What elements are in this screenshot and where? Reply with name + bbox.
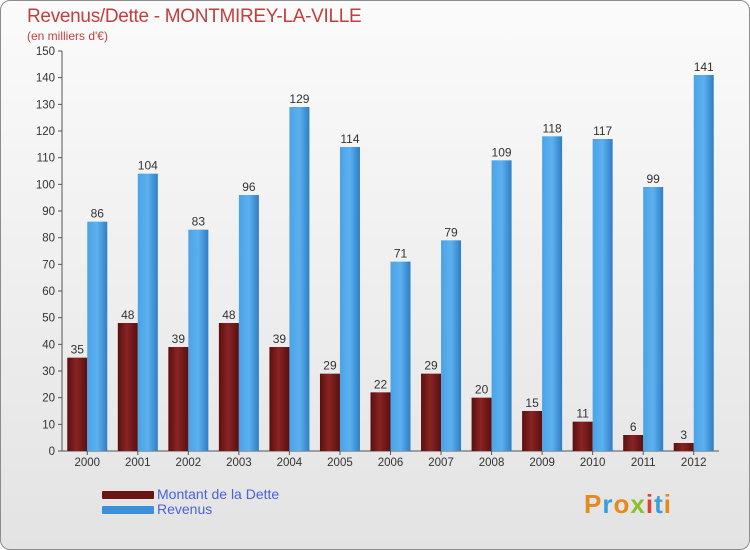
y-tick-label: 90 <box>42 206 55 218</box>
bar-revenue <box>643 187 664 451</box>
bar-revenue <box>137 173 158 451</box>
logo-letter: i <box>645 489 655 519</box>
bar-debt <box>269 347 290 451</box>
logo-letter: t <box>654 489 664 519</box>
x-tick-label: 2004 <box>277 457 303 469</box>
logo-letter: x <box>630 489 646 519</box>
x-tick-label: 2012 <box>681 457 707 469</box>
bar-debt <box>522 411 543 451</box>
value-label-revenue: 118 <box>543 121 562 135</box>
value-labels: 35 86 48 104 39 83 48 96 39 129 29 114 22 71 29 79 20 109… <box>71 60 714 442</box>
bar-revenue <box>238 195 259 451</box>
chart-title: Revenus/Dette - MONTMIREY-LA-VILLE <box>27 6 362 27</box>
x-tick-label: 2005 <box>327 457 353 469</box>
bar-revenue <box>87 221 108 451</box>
x-tick-label: 2009 <box>529 457 555 469</box>
bar-debt <box>572 421 593 451</box>
y-tick-label: 150 <box>36 46 55 58</box>
bar-debt <box>218 323 239 451</box>
y-tick-label: 70 <box>42 259 55 271</box>
value-label-debt: 39 <box>273 332 287 346</box>
value-label-revenue: 83 <box>192 215 206 229</box>
bar-revenue <box>491 160 512 452</box>
value-label-revenue: 96 <box>242 180 256 194</box>
x-tick-label: 2002 <box>176 457 202 469</box>
y-tick-label: 130 <box>36 99 55 111</box>
bar-revenue <box>188 229 209 451</box>
value-label-revenue: 79 <box>444 225 458 239</box>
bar-revenue <box>693 75 714 451</box>
bar-debt <box>421 373 442 451</box>
value-label-revenue: 99 <box>647 172 661 186</box>
value-label-revenue: 104 <box>138 159 158 173</box>
y-tick-label: 60 <box>42 286 55 298</box>
legend-label-revenue: Revenus <box>157 501 213 517</box>
value-label-debt: 48 <box>222 308 236 322</box>
x-tick-label: 2011 <box>631 457 656 469</box>
x-tick-label: 2000 <box>74 457 100 469</box>
value-label-debt: 6 <box>630 420 637 434</box>
y-tick-label: 110 <box>37 153 55 165</box>
value-label-revenue: 86 <box>91 207 105 221</box>
y-tick-label: 120 <box>36 126 55 138</box>
y-tick-label: 140 <box>36 73 55 85</box>
y-tick-label: 0 <box>49 446 55 458</box>
bar-debt <box>471 397 492 451</box>
value-label-revenue: 129 <box>289 92 309 106</box>
value-label-debt: 3 <box>680 428 687 442</box>
legend-swatch-debt <box>102 491 154 499</box>
value-label-revenue: 117 <box>593 124 612 138</box>
y-tick-label: 10 <box>42 419 55 431</box>
chart-subtitle: (en milliers d'€) <box>27 29 108 43</box>
y-tick-label: 30 <box>42 366 55 378</box>
y-tick-label: 80 <box>42 233 55 245</box>
x-tick-label: 2006 <box>378 457 404 469</box>
y-tick-label: 50 <box>42 313 55 325</box>
logo-letter: P <box>584 489 603 519</box>
value-label-revenue: 141 <box>694 60 714 74</box>
logo-letter: i <box>663 489 672 519</box>
y-tick-label: 20 <box>42 393 55 405</box>
value-label-debt: 39 <box>172 332 186 346</box>
value-label-debt: 22 <box>374 377 388 391</box>
bar-debt <box>319 373 340 451</box>
x-tick-label: 2010 <box>580 457 606 469</box>
y-tick-label: 100 <box>36 179 55 191</box>
value-label-debt: 29 <box>323 359 337 373</box>
value-label-debt: 20 <box>475 383 489 397</box>
x-tick-label: 2003 <box>226 457 252 469</box>
x-tick-label: 2008 <box>479 457 505 469</box>
bar-revenue <box>289 107 310 451</box>
proxiti-logo: Proxiti <box>584 489 672 520</box>
bar-revenue <box>390 261 411 451</box>
bars <box>67 75 714 452</box>
value-label-debt: 15 <box>525 396 539 410</box>
logo-letter: r <box>602 489 614 519</box>
value-label-debt: 11 <box>576 407 589 421</box>
x-tick-label: 2007 <box>428 457 454 469</box>
bar-revenue <box>542 136 563 452</box>
y-tick-label: 40 <box>42 339 55 351</box>
value-label-debt: 29 <box>424 359 438 373</box>
bar-revenue <box>339 147 360 451</box>
bar-debt <box>67 357 88 451</box>
x-tick-label: 2001 <box>125 457 151 469</box>
bar-revenue <box>441 240 462 451</box>
value-label-debt: 35 <box>71 343 85 357</box>
bar-revenue <box>592 139 613 451</box>
logo-letter: o <box>613 489 631 519</box>
bar-debt <box>168 347 189 451</box>
bar-debt <box>117 323 138 451</box>
legend-label-debt: Montant de la Dette <box>157 486 280 502</box>
value-label-debt: 48 <box>121 308 135 322</box>
value-label-revenue: 114 <box>340 132 359 146</box>
bar-debt <box>623 435 644 451</box>
value-label-revenue: 71 <box>394 247 408 261</box>
bar-debt <box>370 392 391 451</box>
legend-swatch-revenue <box>102 506 154 514</box>
bar-debt <box>673 443 694 451</box>
value-label-revenue: 109 <box>492 145 512 159</box>
